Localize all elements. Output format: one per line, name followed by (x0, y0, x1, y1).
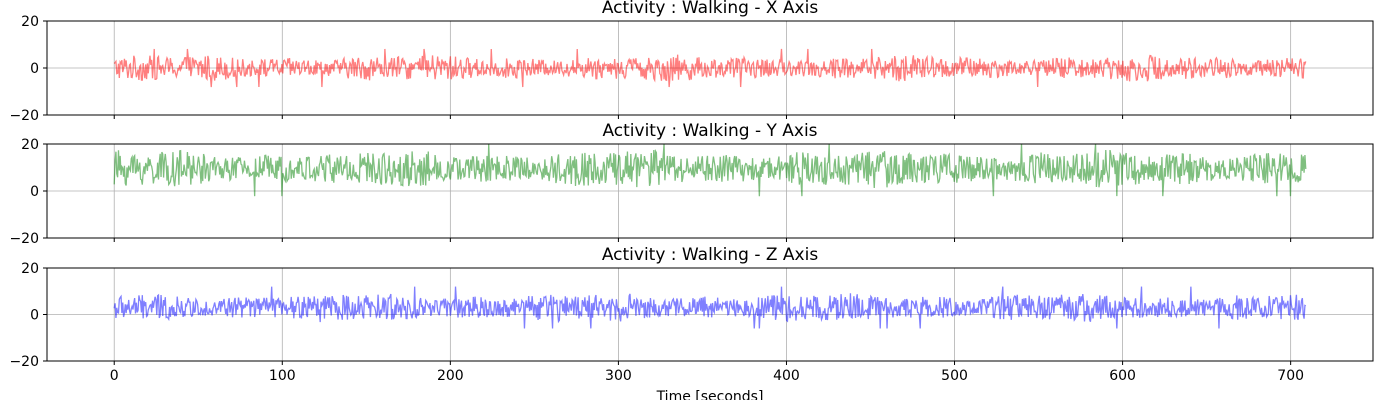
y-tick-label: −20 (9, 354, 39, 370)
x-tick-label: 600 (1109, 368, 1136, 384)
y-tick-label: 0 (30, 61, 39, 77)
x-tick-label: 100 (269, 368, 296, 384)
signal-series-2 (113, 144, 1307, 197)
panel-title: Activity : Walking - X Axis (602, 0, 819, 18)
y-tick-label: −20 (9, 231, 39, 247)
panel-title: Activity : Walking - Y Axis (602, 121, 817, 141)
x-tick-label: 500 (941, 368, 968, 384)
panel-title: Activity : Walking - Z Axis (602, 245, 819, 265)
y-tick-label: 20 (21, 137, 39, 153)
y-tick-label: −20 (9, 108, 39, 124)
y-tick-label: 0 (30, 308, 39, 324)
panel-1: −20 0 20 Activity : Walking - X Axis (9, 0, 1374, 124)
signal-series-3 (113, 286, 1307, 329)
x-tick-label: 200 (437, 368, 464, 384)
signal-series-1 (113, 48, 1307, 88)
y-tick-label: 0 (30, 184, 39, 200)
x-tick-label: 300 (605, 368, 632, 384)
y-tick-label: 20 (21, 14, 39, 30)
x-tick-label: 0 (110, 368, 119, 384)
x-tick-label: 700 (1277, 368, 1304, 384)
y-tick-label: 20 (21, 261, 39, 277)
panel-2: −20 0 20 Activity : Walking - Y Axis (9, 121, 1374, 247)
x-tick-label: 400 (773, 368, 800, 384)
x-axis-label: Time [seconds] (656, 389, 764, 400)
